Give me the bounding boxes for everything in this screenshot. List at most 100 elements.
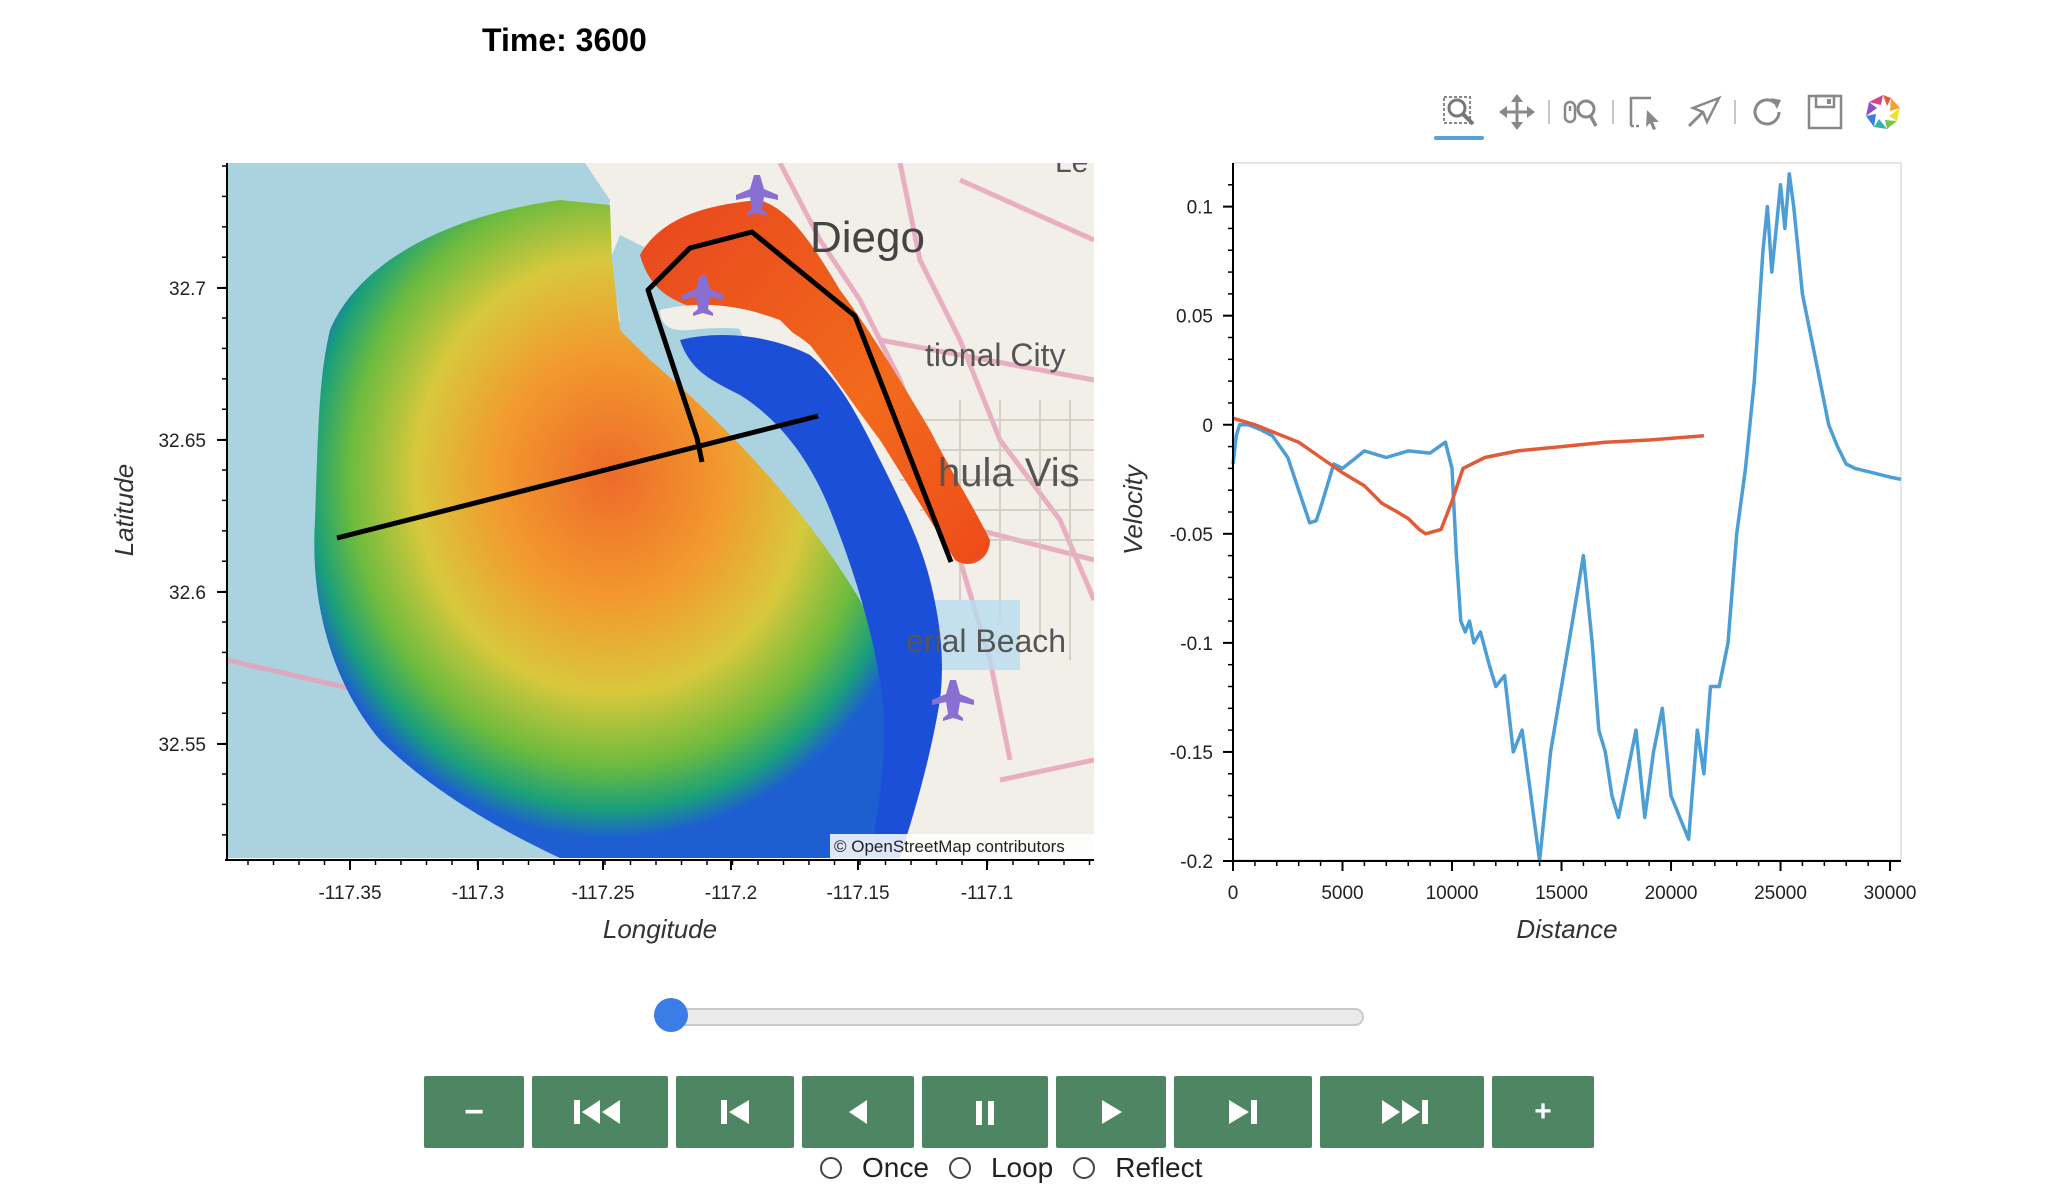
pause-icon [976,1101,994,1125]
toolbar-separator [1734,100,1736,124]
faster-button-label: + [1534,1095,1552,1128]
map-area[interactable]: Diego tional City hula Vis erial Beach L… [227,146,1094,858]
model-domain-field [314,200,908,858]
map-x-tick-label: -117.1 [961,883,1013,904]
wheel-zoom-icon [1563,99,1598,127]
chart-y-tick-label: -0.2 [1180,852,1213,873]
previous-frame-button[interactable] [676,1076,794,1148]
chart-y-tick-label: 0.1 [1187,198,1213,219]
box-zoom-tool[interactable] [1430,84,1488,140]
chart-x-tick-label: 25000 [1754,883,1807,904]
map-x-axis-label: Longitude [603,914,717,944]
slider-handle[interactable] [654,998,688,1032]
faster-button[interactable]: + [1492,1076,1594,1148]
land-basemap [585,163,1094,858]
plot-toolbar [1430,84,1912,140]
box-select-tool[interactable] [1616,84,1674,140]
toolbar-separator [1612,100,1614,124]
chart-y-tick-label: -0.05 [1170,525,1213,546]
first-frame-button[interactable] [532,1076,668,1148]
play-button[interactable] [1056,1076,1166,1148]
bokeh-logo[interactable] [1854,84,1912,140]
transect-line-bay [645,229,954,563]
mode-once[interactable]: Once [820,1152,929,1184]
mode-loop-label: Loop [990,1152,1054,1183]
chart-x-tick-label: 20000 [1645,883,1698,904]
place-label-diego: Diego [810,213,925,262]
chart-x-tick-label: 10000 [1426,883,1479,904]
reverse-icon [849,1100,867,1124]
map-y-tick-label: 32.55 [158,735,206,756]
slower-button-label: − [464,1092,484,1131]
map-y-tick-label: 32.65 [158,431,206,452]
plot-title: Time: 3600 [482,22,647,58]
place-label-imperial-beach: erial Beach [906,623,1066,659]
bay-inner-water [680,335,942,858]
tap-tool[interactable] [1674,84,1732,140]
mode-reflect-label: Reflect [1115,1152,1203,1183]
map-y-tick-label: 32.7 [169,279,206,300]
chart-y-tick-label: -0.1 [1180,634,1213,655]
airport-icons [682,175,974,721]
transect-lines [336,229,954,563]
map-x-tick-label: -117.35 [318,883,381,904]
chart-y-tick-label: -0.15 [1170,743,1213,764]
reverse-button[interactable] [802,1076,914,1148]
toolbar-separator [1548,100,1550,124]
map-x-tick-label: -117.15 [826,883,889,904]
play-icon [1102,1100,1122,1124]
loop-mode-group: Once Loop Reflect [820,1152,1222,1184]
attribution-box [830,834,1094,858]
bay-field [640,200,990,564]
bokeh-logo-icon [1866,95,1900,129]
tap-icon [1687,95,1722,128]
map-x-ticks [247,860,1091,870]
reset-tool[interactable] [1738,84,1796,140]
chart-ticks: 0 5000 10000 15000 20000 25000 30000 0.1 0.05 0 -0… [1170,184,1917,904]
series-line-2 [1232,416,1705,536]
chart-x-tick-label: 0 [1228,883,1239,904]
mode-loop[interactable]: Loop [948,1152,1054,1184]
slower-button[interactable]: − [424,1076,524,1148]
map-attribution: © OpenStreetMap contributors [834,837,1065,856]
chart-y-tick-label: 0 [1202,416,1213,437]
place-label-top: Le [1055,146,1088,179]
time-slider[interactable] [654,998,1364,1034]
mode-loop-radio[interactable] [948,1157,971,1179]
box-zoom-icon [1443,96,1475,126]
save-tool[interactable] [1796,84,1854,140]
mode-reflect-radio[interactable] [1073,1157,1096,1179]
wheel-zoom-tool[interactable] [1552,84,1610,140]
previous-frame-icon [721,1100,749,1124]
last-frame-icon [1382,1100,1428,1124]
pause-button[interactable] [922,1076,1048,1148]
box-select-icon [1629,96,1659,130]
transect-line-ocean [336,413,819,541]
last-frame-button[interactable] [1320,1076,1484,1148]
map-y-tick-label: 32.6 [169,583,206,604]
mode-reflect[interactable]: Reflect [1073,1152,1202,1184]
next-frame-button[interactable] [1174,1076,1312,1148]
chart-x-axis-label: Distance [1516,914,1617,944]
mode-once-radio[interactable] [820,1157,842,1179]
next-frame-icon [1229,1100,1257,1124]
chart-x-tick-label: 5000 [1321,883,1363,904]
reset-icon [1753,98,1781,126]
marsh-area [930,600,1020,670]
series-line-1 [1231,172,1902,863]
chart-x-tick-label: 15000 [1535,883,1588,904]
chart-x-tick-label: 30000 [1864,883,1917,904]
chart-lines [1231,172,1902,863]
pan-tool[interactable] [1488,84,1546,140]
map-x-tick-label: -117.2 [705,883,757,904]
pan-icon [1499,94,1535,130]
player-controls: − + [424,1076,1594,1148]
mode-once-label: Once [862,1152,929,1183]
map-x-tick-label: -117.25 [571,883,634,904]
save-icon [1807,94,1843,130]
place-label-chula-vista: hula Vis [938,451,1080,495]
slider-track[interactable] [670,1008,1364,1026]
map-x-tick-label: -117.3 [452,883,504,904]
